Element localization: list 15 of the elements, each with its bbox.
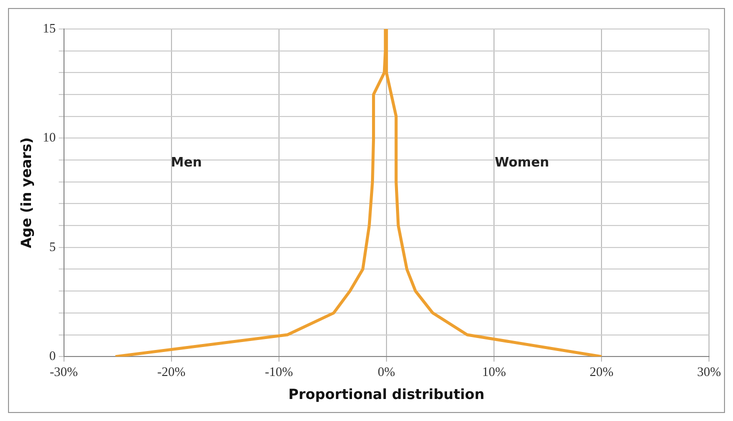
y-tick-label: 15 bbox=[42, 20, 56, 36]
x-tick-label: 0% bbox=[378, 364, 396, 379]
x-tick-label: 20% bbox=[590, 364, 614, 379]
x-tick-label: -30% bbox=[50, 364, 78, 379]
x-tick-label: 10% bbox=[482, 364, 506, 379]
annotation: Women bbox=[494, 156, 550, 171]
x-tick-label: -20% bbox=[157, 364, 186, 379]
x-axis-title: Proportional distribution bbox=[288, 387, 485, 404]
y-tick-label: 5 bbox=[49, 238, 56, 254]
x-tick-label: 30% bbox=[697, 364, 722, 379]
y-axis-title: Age (in years) bbox=[19, 137, 36, 248]
annotation: Men bbox=[170, 156, 202, 171]
x-tick-label: -10% bbox=[264, 364, 294, 379]
y-tick-label: 0 bbox=[49, 348, 56, 364]
y-tick-label: 10 bbox=[42, 130, 56, 145]
